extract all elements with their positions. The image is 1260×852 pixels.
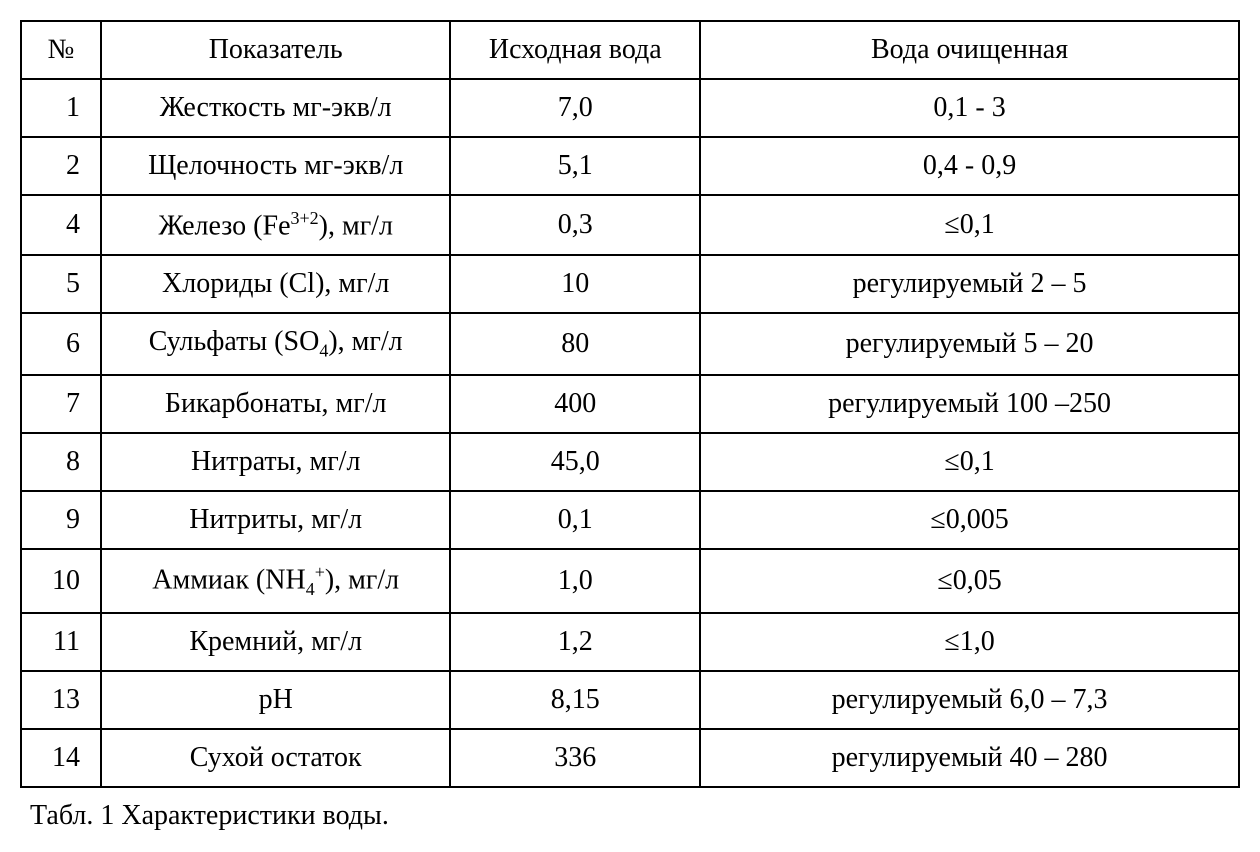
cell-indicator: Аммиак (NH4+), мг/л (101, 549, 450, 613)
cell-purified: 0,1 - 3 (700, 79, 1239, 137)
water-characteristics-table: № Показатель Исходная вода Вода очищенна… (20, 20, 1240, 788)
cell-num: 2 (21, 137, 101, 195)
cell-num: 10 (21, 549, 101, 613)
table-row: 8Нитраты, мг/л45,0≤0,1 (21, 433, 1239, 491)
cell-num: 8 (21, 433, 101, 491)
cell-purified: ≤0,005 (700, 491, 1239, 549)
table-caption: Табл. 1 Характеристики воды. (20, 796, 1240, 832)
cell-num: 6 (21, 313, 101, 375)
cell-source: 7,0 (450, 79, 700, 137)
table-row: 13pH8,15регулируемый 6,0 – 7,3 (21, 671, 1239, 729)
cell-indicator: Хлориды (Cl), мг/л (101, 255, 450, 313)
cell-source: 80 (450, 313, 700, 375)
table-row: 10Аммиак (NH4+), мг/л1,0≤0,05 (21, 549, 1239, 613)
table-row: 9Нитриты, мг/л0,1≤0,005 (21, 491, 1239, 549)
cell-num: 1 (21, 79, 101, 137)
cell-purified: 0,4 - 0,9 (700, 137, 1239, 195)
cell-indicator: Кремний, мг/л (101, 613, 450, 671)
cell-purified: регулируемый 2 – 5 (700, 255, 1239, 313)
cell-num: 4 (21, 195, 101, 255)
cell-purified: ≤0,05 (700, 549, 1239, 613)
cell-purified: ≤0,1 (700, 195, 1239, 255)
cell-purified: регулируемый 100 –250 (700, 375, 1239, 433)
cell-source: 0,1 (450, 491, 700, 549)
cell-purified: ≤0,1 (700, 433, 1239, 491)
cell-num: 14 (21, 729, 101, 787)
cell-source: 0,3 (450, 195, 700, 255)
col-header-source: Исходная вода (450, 21, 700, 79)
table-row: 5Хлориды (Cl), мг/л10регулируемый 2 – 5 (21, 255, 1239, 313)
cell-source: 10 (450, 255, 700, 313)
cell-indicator: Нитриты, мг/л (101, 491, 450, 549)
table-header-row: № Показатель Исходная вода Вода очищенна… (21, 21, 1239, 79)
cell-indicator: Щелочность мг-экв/л (101, 137, 450, 195)
cell-source: 5,1 (450, 137, 700, 195)
cell-purified: регулируемый 40 – 280 (700, 729, 1239, 787)
cell-num: 5 (21, 255, 101, 313)
cell-num: 9 (21, 491, 101, 549)
table-row: 7Бикарбонаты, мг/л400регулируемый 100 –2… (21, 375, 1239, 433)
table-row: 4Железо (Fe3+2), мг/л0,3≤0,1 (21, 195, 1239, 255)
cell-indicator: Нитраты, мг/л (101, 433, 450, 491)
table-row: 14Сухой остаток336регулируемый 40 – 280 (21, 729, 1239, 787)
cell-indicator: Сульфаты (SO4), мг/л (101, 313, 450, 375)
table-row: 6Сульфаты (SO4), мг/л80регулируемый 5 – … (21, 313, 1239, 375)
cell-source: 1,2 (450, 613, 700, 671)
cell-indicator: Бикарбонаты, мг/л (101, 375, 450, 433)
cell-source: 336 (450, 729, 700, 787)
col-header-purified: Вода очищенная (700, 21, 1239, 79)
cell-indicator: Железо (Fe3+2), мг/л (101, 195, 450, 255)
cell-source: 400 (450, 375, 700, 433)
cell-source: 8,15 (450, 671, 700, 729)
cell-indicator: Сухой остаток (101, 729, 450, 787)
cell-num: 11 (21, 613, 101, 671)
cell-purified: регулируемый 5 – 20 (700, 313, 1239, 375)
table-body: 1Жесткость мг-экв/л7,00,1 - 32Щелочность… (21, 79, 1239, 787)
cell-num: 13 (21, 671, 101, 729)
table-row: 11Кремний, мг/л1,2≤1,0 (21, 613, 1239, 671)
cell-indicator: Жесткость мг-экв/л (101, 79, 450, 137)
cell-num: 7 (21, 375, 101, 433)
cell-purified: ≤1,0 (700, 613, 1239, 671)
cell-source: 45,0 (450, 433, 700, 491)
cell-purified: регулируемый 6,0 – 7,3 (700, 671, 1239, 729)
col-header-indicator: Показатель (101, 21, 450, 79)
cell-indicator: pH (101, 671, 450, 729)
table-row: 2Щелочность мг-экв/л5,10,4 - 0,9 (21, 137, 1239, 195)
col-header-num: № (21, 21, 101, 79)
table-row: 1Жесткость мг-экв/л7,00,1 - 3 (21, 79, 1239, 137)
cell-source: 1,0 (450, 549, 700, 613)
